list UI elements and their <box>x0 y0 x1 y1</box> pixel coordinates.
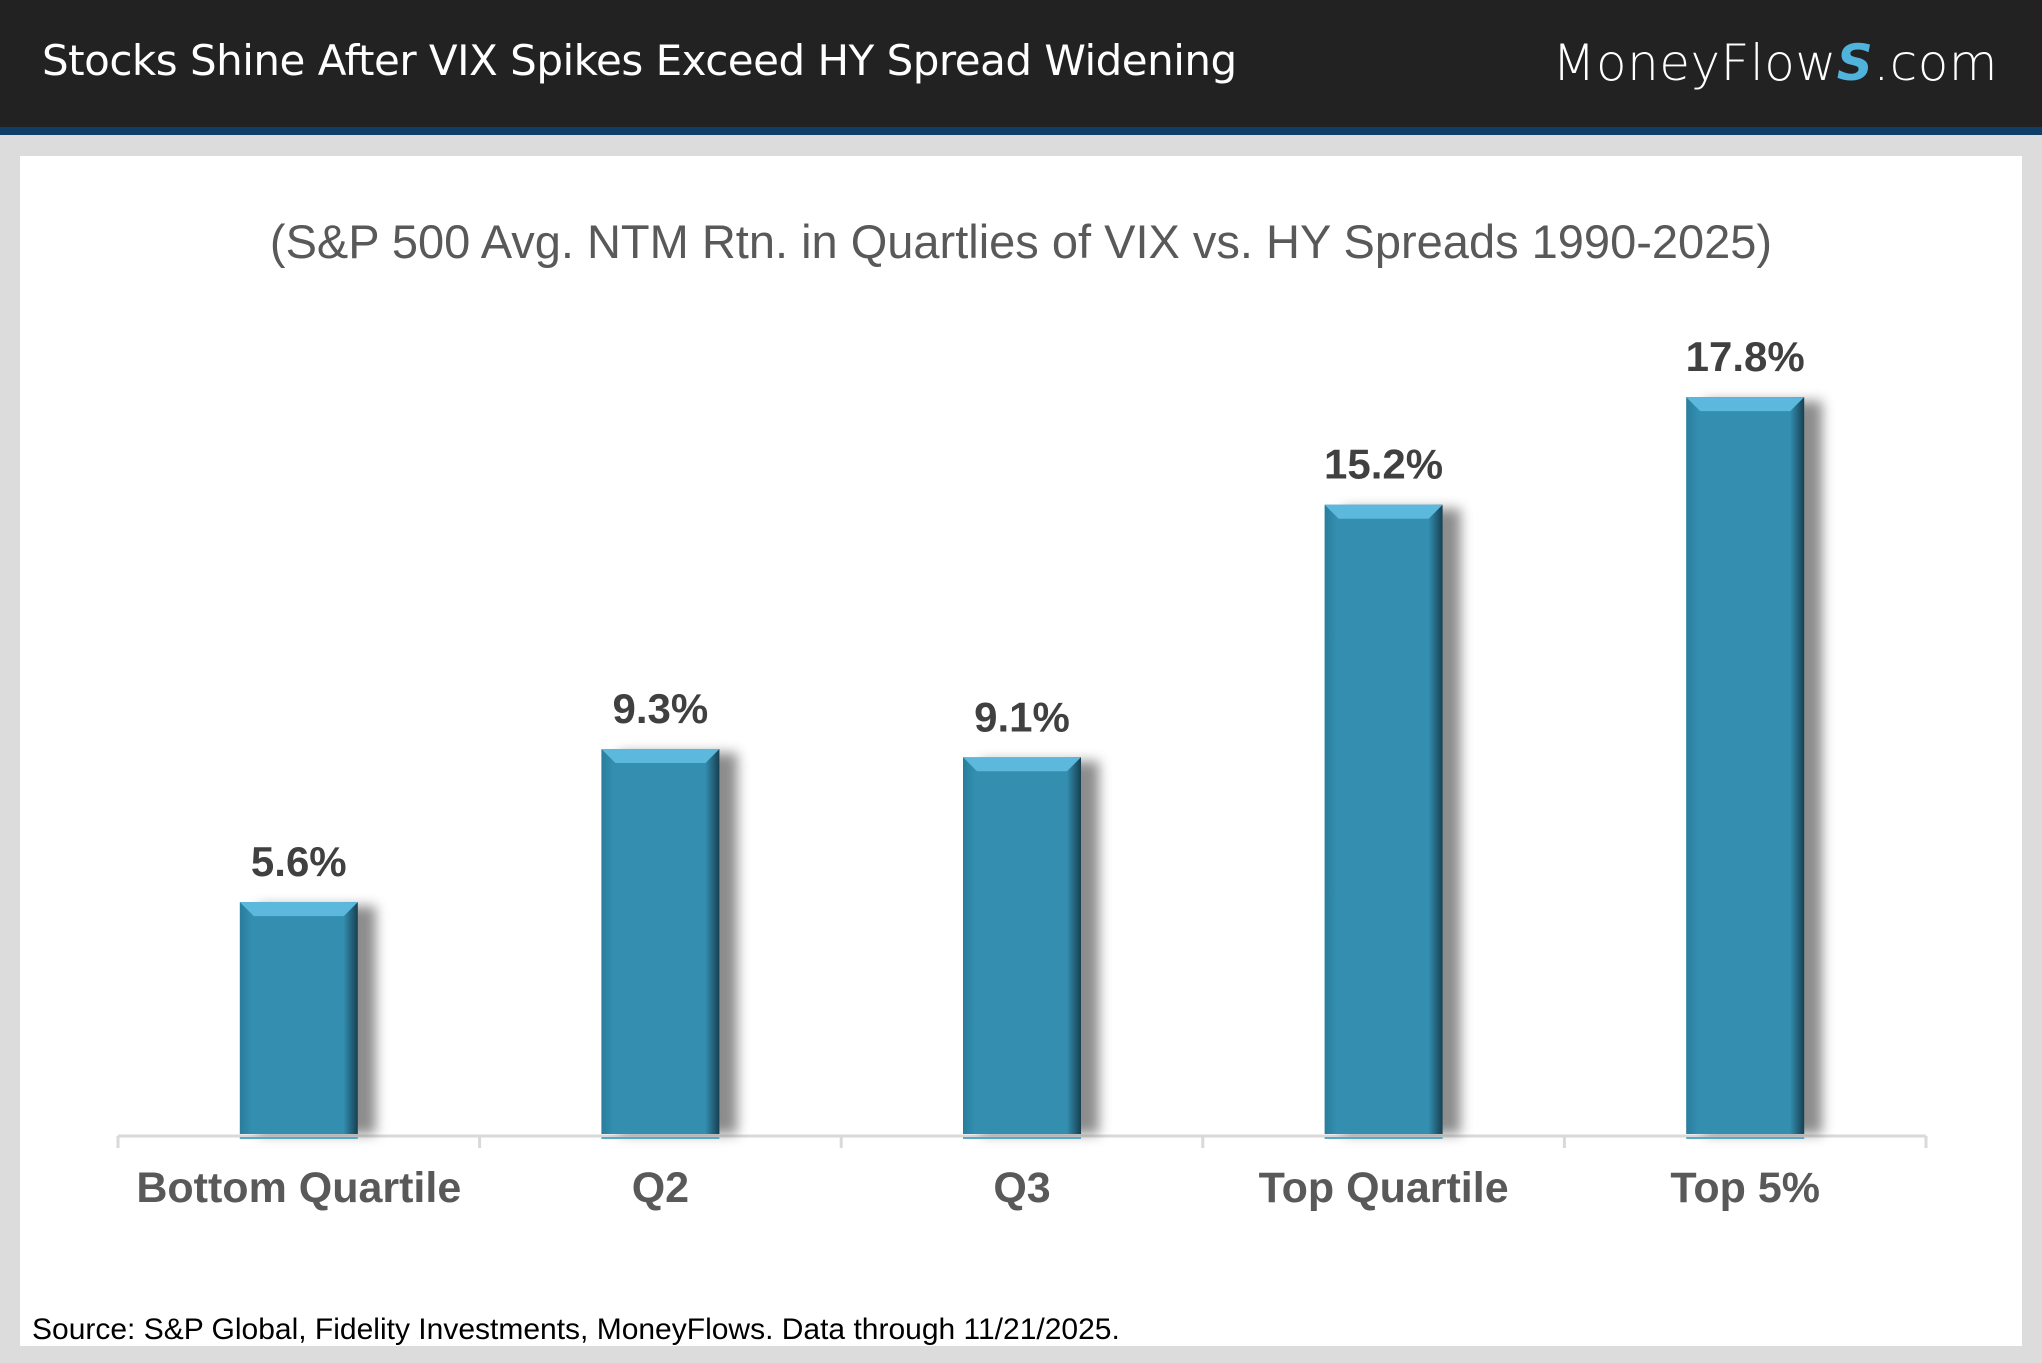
data-label: 17.8% <box>1686 333 1805 380</box>
bar-bevel-top <box>239 902 358 917</box>
header-bar <box>0 0 2042 127</box>
category-label: Bottom Quartile <box>136 1164 461 1212</box>
bar-bevel-top <box>1686 397 1805 412</box>
category-label: Top Quartile <box>1259 1164 1509 1212</box>
bar-bevel-top <box>963 757 1081 772</box>
bar <box>963 757 1081 1134</box>
bar <box>1686 397 1805 1135</box>
logo: MoneyFlowS.com <box>1552 34 1998 92</box>
source-note: Source: S&P Global, Fidelity Investments… <box>32 1313 1120 1346</box>
category-label: Q2 <box>632 1164 689 1212</box>
data-label: 5.6% <box>251 838 347 885</box>
page-title: Stocks Shine After VIX Spikes Exceed HY … <box>42 36 1237 85</box>
logo-suffix: .com <box>1873 34 1998 92</box>
logo-s-mark: S <box>1836 34 1874 92</box>
bar-bevel-top <box>1324 504 1443 519</box>
data-label: 9.3% <box>613 685 709 732</box>
data-label: 15.2% <box>1324 441 1443 488</box>
logo-text: MoneyFlow <box>1552 34 1837 92</box>
category-label: Q3 <box>993 1164 1050 1212</box>
category-label: Top 5% <box>1670 1164 1820 1212</box>
chart-title: (S&P 500 Avg. NTM Rtn. in Quartlies of V… <box>269 215 1773 268</box>
bar <box>239 902 358 1134</box>
header-stripe <box>0 127 2042 135</box>
bar <box>601 748 720 1134</box>
data-label: 9.1% <box>974 693 1070 740</box>
bar <box>1324 504 1443 1135</box>
bar-bevel-top <box>601 748 720 763</box>
